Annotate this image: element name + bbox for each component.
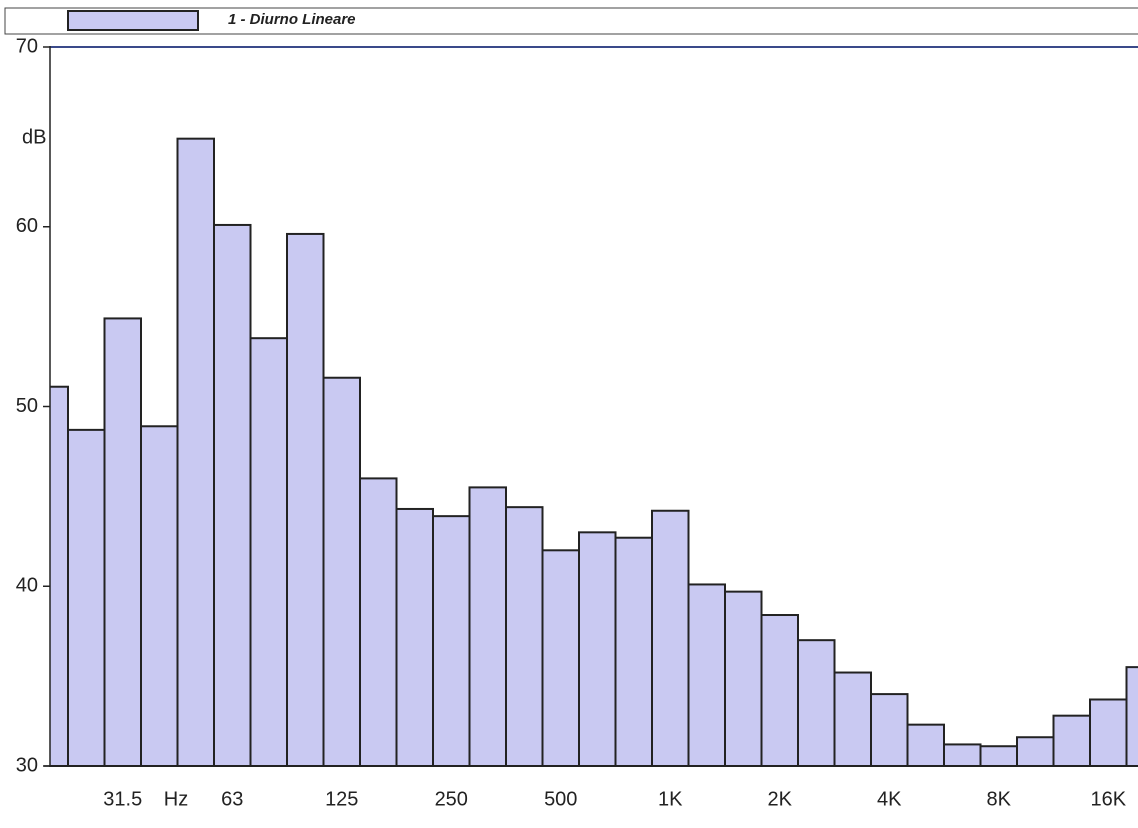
x-tick-label: 63 bbox=[221, 788, 243, 810]
bar bbox=[725, 592, 762, 766]
y-axis-label: dB bbox=[22, 126, 46, 148]
bar bbox=[652, 511, 689, 766]
bar bbox=[689, 584, 726, 766]
x-tick-label: 500 bbox=[544, 788, 577, 810]
bar bbox=[798, 640, 835, 766]
bar bbox=[871, 694, 908, 766]
x-axis-label: Hz bbox=[164, 788, 188, 810]
y-tick-label: 30 bbox=[16, 754, 38, 776]
bar bbox=[287, 234, 324, 766]
x-tick-label: 31.5 bbox=[103, 788, 142, 810]
bar bbox=[1054, 716, 1091, 766]
bar bbox=[944, 744, 981, 766]
bar bbox=[397, 509, 434, 766]
bar bbox=[360, 478, 397, 766]
bar bbox=[141, 426, 178, 766]
x-tick-label: 250 bbox=[435, 788, 468, 810]
bar bbox=[908, 725, 945, 766]
y-tick-label: 40 bbox=[16, 575, 38, 597]
x-tick-label: 16K bbox=[1090, 788, 1126, 810]
y-tick-label: 60 bbox=[16, 215, 38, 237]
bar bbox=[616, 538, 653, 766]
bar bbox=[433, 516, 470, 766]
bar bbox=[1090, 699, 1127, 766]
y-tick-label: 50 bbox=[16, 395, 38, 417]
legend-label: 1 - Diurno Lineare bbox=[228, 11, 356, 28]
bar bbox=[68, 430, 105, 766]
bar bbox=[105, 318, 142, 766]
x-tick-label: 4K bbox=[877, 788, 902, 810]
legend-swatch bbox=[68, 11, 198, 30]
bar bbox=[178, 139, 215, 766]
x-tick-label: 125 bbox=[325, 788, 358, 810]
x-tick-label: 2K bbox=[768, 788, 793, 810]
bar bbox=[835, 673, 872, 766]
bar bbox=[981, 746, 1018, 766]
x-tick-label: 1K bbox=[658, 788, 683, 810]
bar bbox=[251, 338, 288, 766]
y-tick-label: 70 bbox=[16, 35, 38, 57]
bar bbox=[506, 507, 543, 766]
bar bbox=[470, 487, 507, 766]
bar bbox=[762, 615, 799, 766]
x-tick-label: 8K bbox=[987, 788, 1012, 810]
bar bbox=[1017, 737, 1054, 766]
bar bbox=[1127, 667, 1138, 766]
bar bbox=[543, 550, 580, 766]
bar bbox=[579, 532, 616, 766]
bar bbox=[324, 378, 361, 766]
bar bbox=[214, 225, 251, 766]
plot-area bbox=[32, 139, 1138, 766]
